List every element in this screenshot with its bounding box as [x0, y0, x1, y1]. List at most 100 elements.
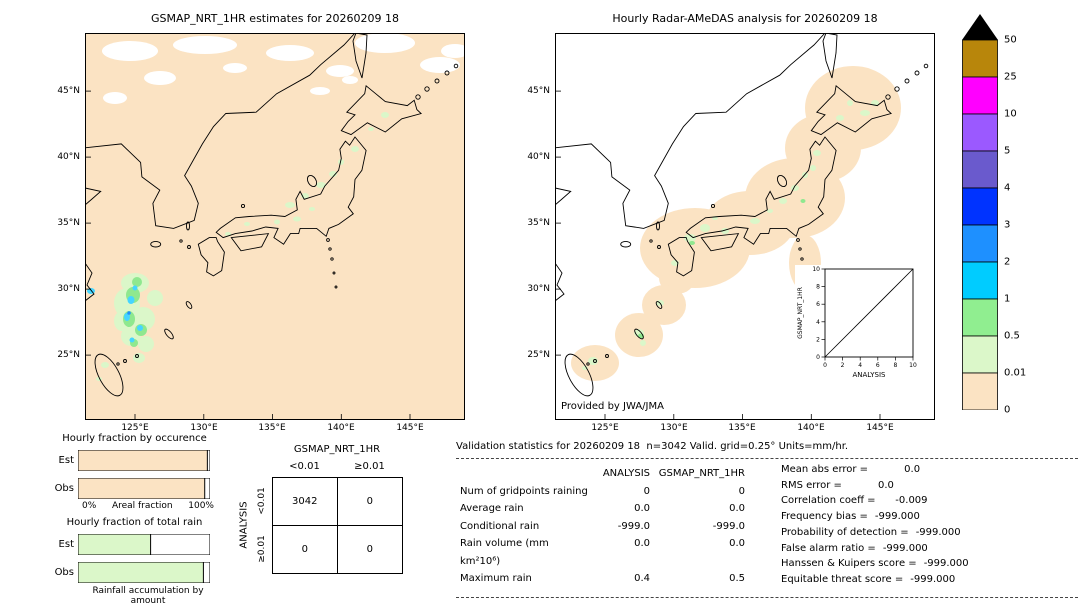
- validation-stats-panel: Validation statistics for 20260209 18 n=…: [456, 441, 1078, 601]
- contingency-row-label: ≥0.01: [257, 535, 267, 563]
- spacer: [460, 465, 590, 483]
- score-line: Mean abs error = 0.0: [781, 462, 1076, 478]
- colorbar-tick: 50: [1004, 34, 1017, 46]
- amount-axis-title: Rainfall accumulation by amount: [92, 586, 204, 606]
- stats-row-label: Conditional rain: [460, 520, 540, 532]
- stats-value-gsmap: 0.0: [729, 538, 745, 549]
- inset-ylabel: GSMAP_NRT_1HR: [797, 287, 804, 339]
- map-frame: [85, 33, 465, 420]
- stats-scores-list: Mean abs error = 0.0 RMS error = 0.0 Corre…: [781, 462, 1076, 588]
- contingency-col-label: <0.01: [289, 461, 320, 472]
- lat-tick-label: 35°N: [527, 218, 550, 228]
- stats-value-analysis: -999.0: [617, 520, 650, 532]
- stats-title: Validation statistics for 20260209 18 n=…: [456, 441, 849, 452]
- est-totalrain-bar: [78, 534, 210, 555]
- lat-tick-label: 35°N: [57, 218, 80, 228]
- bar-row-est: Est: [52, 534, 217, 555]
- map-background: [85, 33, 465, 420]
- lon-tick-label: 125°E: [121, 423, 149, 433]
- inset-tick-labels: 0 2 4 6 8 10 0 2 4 6 8 10: [812, 266, 917, 369]
- lat-tick-label: 45°N: [57, 86, 80, 96]
- right-map-title: Hourly Radar-AMeDAS analysis for 2026020…: [612, 12, 878, 25]
- stats-value-gsmap: 0.0: [729, 503, 745, 514]
- contingency-col-axis-title: GSMAP_NRT_1HR: [293, 444, 381, 455]
- score-label: Hanssen & Kuipers score =: [781, 558, 917, 570]
- lon-tick-label: 140°E: [327, 423, 355, 433]
- score-value: 0.0: [877, 479, 894, 491]
- svg-text:0: 0: [816, 354, 820, 361]
- gsmap-estimate-map: [84, 32, 469, 420]
- contingency-cell: 3042: [273, 478, 338, 526]
- heavy-rain-blobs: [87, 285, 143, 343]
- bar-fill: [78, 450, 207, 471]
- score-label: False alarm ratio =: [781, 542, 876, 554]
- stats-col-header: ANALYSIS: [602, 468, 650, 479]
- score-label: RMS error =: [781, 479, 842, 491]
- stats-table: ANALYSIS GSMAP_NRT_1HR Num of gridpoints…: [460, 465, 745, 588]
- colorbar-tick: 5: [1004, 145, 1011, 157]
- one-to-one-line: [824, 268, 914, 358]
- stats-row-label: Rain volume (mm km²10⁶): [460, 538, 549, 567]
- bar-category-label: Obs: [54, 567, 74, 578]
- bar-row-est: Est: [52, 450, 217, 471]
- score-line: Frequency bias = -999.000: [781, 509, 1076, 525]
- contingency-grid: 3042 0 0 0: [272, 477, 403, 574]
- score-value: -0.009: [895, 495, 928, 507]
- svg-text:4: 4: [858, 362, 862, 369]
- map-frame: [555, 33, 935, 420]
- score-label: Frequency bias =: [781, 511, 868, 523]
- svg-text:8: 8: [893, 362, 897, 369]
- over-range-triangle: [962, 14, 998, 40]
- moderate-rain-blobs: [638, 199, 806, 339]
- lat-tick-label: 25°N: [57, 350, 80, 360]
- score-value: -999.000: [910, 573, 956, 585]
- lat-tick-label: 30°N: [527, 284, 550, 294]
- stats-value-analysis: 0.4: [634, 573, 650, 584]
- stats-value-analysis: 0: [643, 485, 650, 497]
- lon-tick-label: 130°E: [660, 423, 688, 433]
- data-credit: Provided by JWA/JMA: [561, 401, 664, 412]
- svg-text:8: 8: [816, 284, 820, 291]
- contingency-row-axis-title: ANALYSIS: [238, 501, 250, 549]
- svg-text:2: 2: [841, 362, 845, 369]
- obs-occurrence-bar: [78, 478, 210, 499]
- gsmap-map-svg: [84, 32, 469, 420]
- bar-row-obs: Obs: [52, 478, 217, 499]
- lat-tick-label: 40°N: [57, 152, 80, 162]
- svg-text:6: 6: [876, 362, 880, 369]
- axis-title: Areal fraction: [111, 501, 173, 511]
- left-map-title: GSMAP_NRT_1HR estimates for 20260209 18: [150, 12, 400, 25]
- score-line: Correlation coeff = -0.009: [781, 493, 1076, 509]
- stats-value-gsmap: 0.5: [729, 573, 745, 584]
- est-occurrence-bar: [78, 450, 210, 471]
- lon-tick-label: 145°E: [396, 423, 424, 433]
- intense-rain-dot: [127, 311, 131, 315]
- score-line: Probability of detection = -999.000: [781, 525, 1076, 541]
- colorbar-tick: 2: [1004, 256, 1011, 268]
- score-value: -999.000: [882, 542, 928, 554]
- stats-row-label: Average rain: [460, 503, 524, 514]
- bar-fill: [78, 534, 151, 555]
- colorbar-tick: 4: [1004, 182, 1011, 194]
- bar-fill: [78, 478, 205, 499]
- colorbar-svg: [962, 14, 998, 411]
- score-label: Probability of detection =: [781, 526, 909, 538]
- score-line: False alarm ratio = -999.000: [781, 541, 1076, 557]
- divider-top: [456, 458, 1078, 459]
- score-value: 0.0: [904, 464, 921, 475]
- colorbar-segments: [962, 39, 998, 411]
- svg-text:2: 2: [816, 336, 820, 343]
- obs-totalrain-bar: [78, 562, 210, 583]
- colorbar: 50 25 10 5 4 3 2 1 0.5 0.01 0: [962, 14, 1078, 416]
- bar-category-label: Est: [58, 539, 74, 550]
- stats-value-gsmap: -999.0: [712, 520, 745, 532]
- bar-fill: [78, 562, 203, 583]
- no-data-patches: [102, 33, 469, 104]
- colorbar-tick: 0.01: [1004, 367, 1027, 379]
- contingency-table: GSMAP_NRT_1HR <0.01 ≥0.01 ANALYSIS <0.01…: [232, 444, 412, 592]
- colorbar-tick: 0: [1004, 404, 1011, 416]
- colorbar-tick: 3: [1004, 219, 1011, 231]
- stats-value-gsmap: 0: [738, 485, 745, 497]
- svg-text:10: 10: [812, 266, 820, 273]
